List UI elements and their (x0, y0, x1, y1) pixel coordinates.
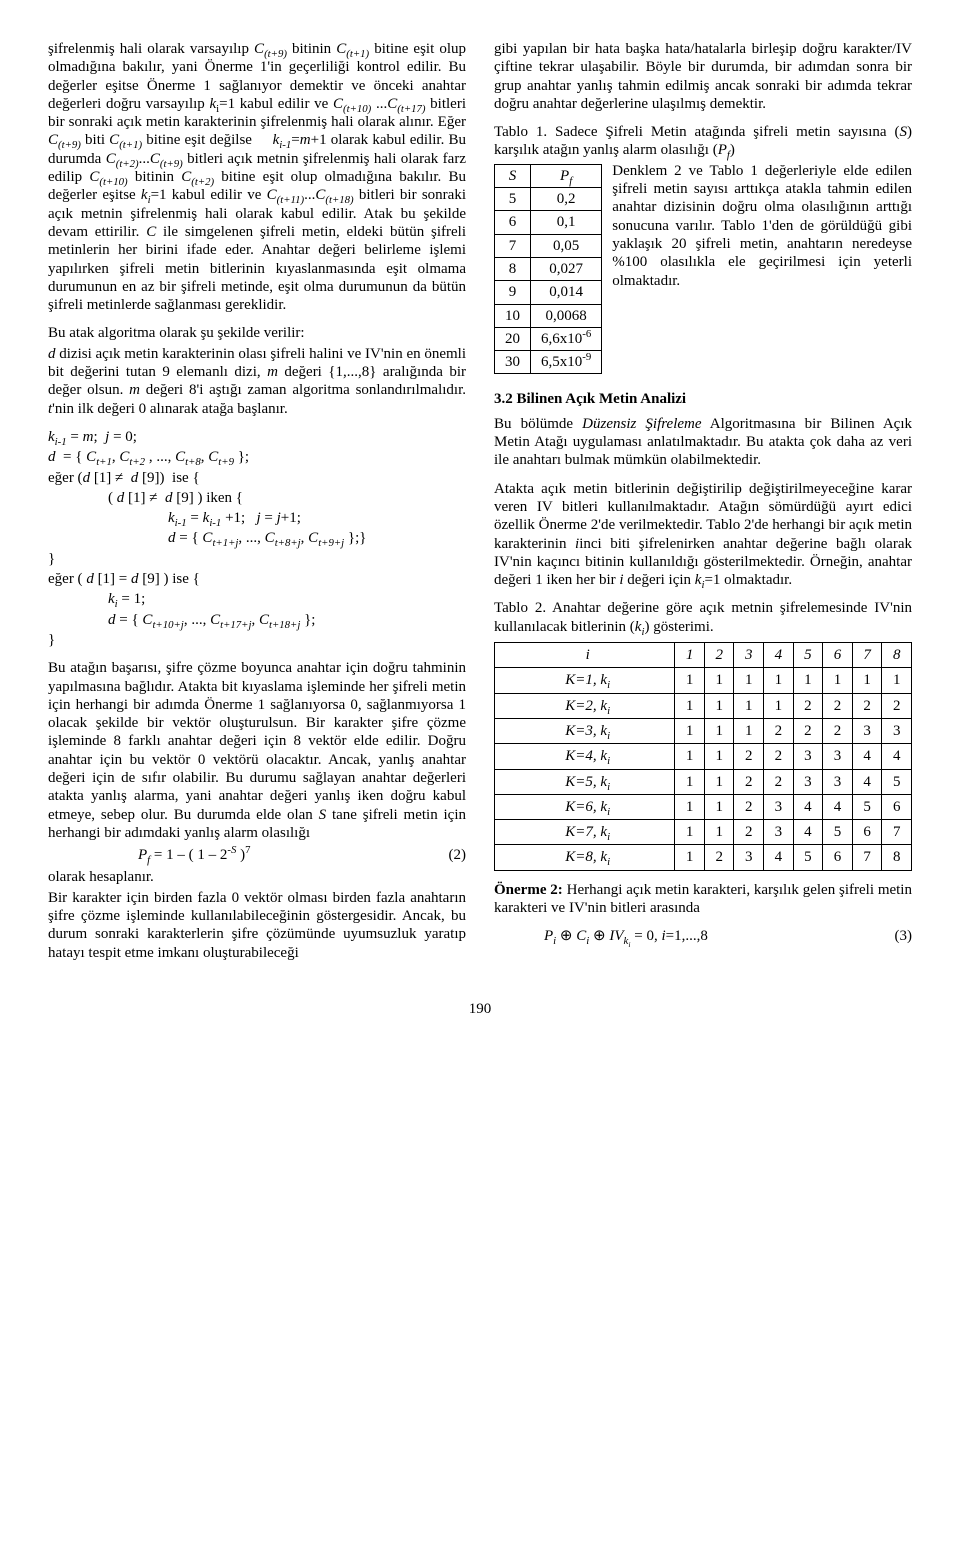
left-paragraph-1: şifrelenmiş hali olarak varsayılıp C(t+9… (48, 40, 466, 314)
table2-caption: Tablo 2. Anahtar değerine göre açık metn… (494, 599, 912, 636)
table-row: S Pf (495, 164, 602, 187)
equation-3: Pi ⊕ Ci ⊕ IVki = 0, i=1,...,8(3) (494, 927, 912, 945)
equation-number: (2) (449, 846, 467, 864)
algo-line: } (48, 631, 466, 649)
left-paragraph-3: Bu atağın başarısı, şifre çözme boyunca … (48, 659, 466, 842)
table-row: 206,6x10-6 (495, 327, 602, 350)
table-row: K=1, ki11111111 (495, 668, 912, 693)
table-row: 50,2 (495, 188, 602, 211)
algo-line: d = { Ct+1, Ct+2 , ..., Ct+8, Ct+9 }; (48, 448, 466, 466)
algorithm-block: ki-1 = m; j = 0; d = { Ct+1, Ct+2 , ...,… (48, 428, 466, 649)
table-row: 60,1 (495, 211, 602, 234)
equation-number: (3) (895, 927, 913, 945)
onerme-2-label: Önerme 2: (494, 882, 563, 898)
table-row: K=4, ki11223344 (495, 744, 912, 769)
algo-line: ( d [1] ≠ d [9] ) iken { (108, 489, 466, 507)
table-head-i: i (495, 643, 675, 668)
table-row: 306,5x10-9 (495, 351, 602, 374)
table-row: K=7, ki11234567 (495, 820, 912, 845)
table-head-S: S (495, 164, 531, 187)
table-head-Pf: Pf (531, 164, 602, 187)
table-row: K=5, ki11223345 (495, 769, 912, 794)
right-column: gibi yapılan bir hata başka hata/hatalar… (494, 40, 912, 964)
algo-line: ki = 1; (108, 590, 466, 608)
table-row: i 1 2 3 4 5 6 7 8 (495, 643, 912, 668)
table-row: 80,027 (495, 257, 602, 280)
algo-line: d = { Ct+10+j, ..., Ct+17+j, Ct+18+j }; (108, 611, 466, 629)
right-paragraph-5: Atakta açık metin bitlerinin değiştirili… (494, 480, 912, 590)
right-paragraph-3: Denklem 2 ve Tablo 1 değerleriyle elde e… (612, 163, 912, 289)
table-row: 70,05 (495, 234, 602, 257)
table-row: K=2, ki11112222 (495, 693, 912, 718)
left-paragraph-2a: Bu atak algoritma olarak şu şekilde veri… (48, 324, 466, 342)
right-paragraph-4: Bu bölümde Düzensiz Şifreleme Algoritmas… (494, 415, 912, 470)
table-1: S Pf 50,2 60,1 70,05 80,027 90,014 100,0… (494, 164, 602, 375)
table-2: i 1 2 3 4 5 6 7 8 K=1, ki11111111 K=2, k… (494, 642, 912, 871)
algo-line: d = { Ct+1+j, ..., Ct+8+j, Ct+9+j };} (168, 529, 466, 547)
table1-wrap: S Pf 50,2 60,1 70,05 80,027 90,014 100,0… (494, 162, 912, 379)
equation-2: Pf = 1 – ( 1 – 2-S )7(2) (48, 846, 466, 864)
right-paragraph-1: gibi yapılan bir hata başka hata/hatalar… (494, 40, 912, 113)
algo-line: eğer (d [1] ≠ d [9]) ise { (48, 469, 466, 487)
table-row: 100,0068 (495, 304, 602, 327)
algo-line: ki-1 = ki-1 +1; j = j+1; (168, 509, 466, 527)
onerme-2: Önerme 2: Herhangi açık metin karakteri,… (494, 881, 912, 918)
algo-line: ki-1 = m; j = 0; (48, 428, 466, 446)
section-heading-3-2: 3.2 Bilinen Açık Metin Analizi (494, 390, 912, 408)
table1-caption: Tablo 1. Sadece Şifreli Metin atağında ş… (494, 123, 912, 160)
left-paragraph-4: olarak hesaplanır. (48, 868, 466, 886)
algo-line: eğer ( d [1] = d [9] ) ise { (48, 570, 466, 588)
left-paragraph-2b: d dizisi açık metin karakterinin olası ş… (48, 345, 466, 418)
algo-line: } (48, 550, 466, 568)
table-row: K=3, ki11122233 (495, 718, 912, 743)
left-paragraph-5: Bir karakter için birden fazla 0 vektör … (48, 889, 466, 962)
table-row: 90,014 (495, 281, 602, 304)
page-number: 190 (48, 1000, 912, 1018)
table-row: K=6, ki11234456 (495, 794, 912, 819)
table-row: K=8, ki12345678 (495, 845, 912, 870)
left-column: şifrelenmiş hali olarak varsayılıp C(t+9… (48, 40, 466, 964)
two-column-layout: şifrelenmiş hali olarak varsayılıp C(t+9… (48, 40, 912, 964)
